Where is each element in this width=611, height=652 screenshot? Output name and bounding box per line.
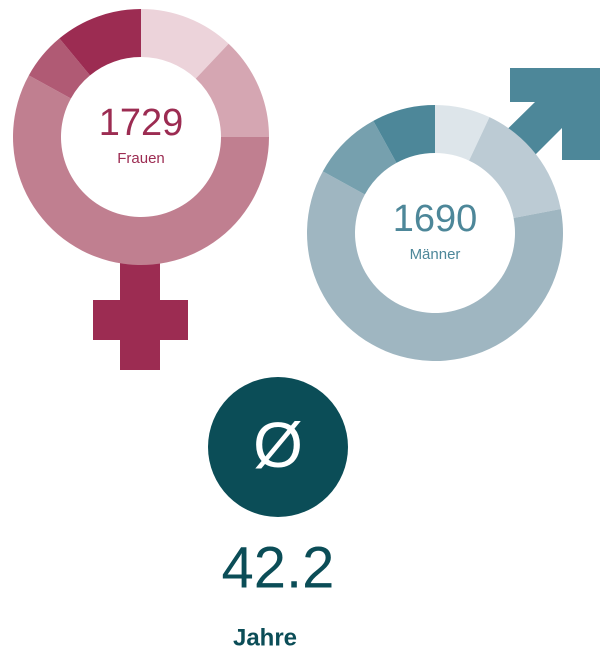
female-cross-horizontal — [93, 300, 188, 340]
donut-segment — [59, 9, 141, 76]
center-label: Männer — [410, 246, 461, 263]
donut-segment — [373, 105, 435, 163]
center-label: Frauen — [117, 150, 165, 167]
donut-segment — [28, 38, 91, 99]
average-unit: Jahre — [233, 624, 297, 651]
center-value: 1690 — [393, 198, 478, 240]
donut-segment — [307, 171, 564, 361]
donut-segment — [141, 9, 229, 79]
donut-segment — [435, 105, 490, 161]
average-badge — [208, 377, 348, 517]
donut-segment — [12, 75, 269, 265]
center-value: 1729 — [99, 102, 184, 144]
donuts: 1729 Frauen 1690 Männer — [12, 9, 564, 361]
average-symbol: Ø — [253, 409, 303, 481]
donut-segment — [322, 120, 397, 195]
donut-segment — [469, 117, 561, 219]
average-value: 42.2 — [222, 535, 335, 600]
female-symbol — [93, 250, 188, 370]
donut-segment — [195, 43, 269, 137]
